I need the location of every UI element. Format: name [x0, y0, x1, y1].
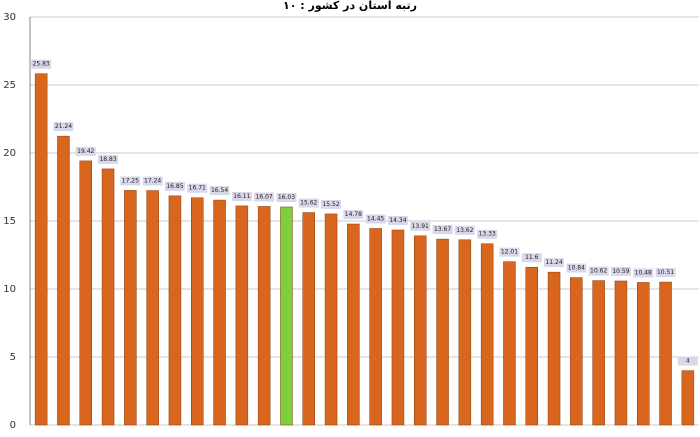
value-label: 21.24 — [55, 123, 72, 130]
value-label: 13.62 — [456, 227, 473, 234]
value-label-box — [31, 59, 52, 69]
value-label-box — [75, 146, 96, 156]
bar — [637, 282, 650, 426]
bar — [436, 238, 449, 426]
bar — [324, 213, 338, 426]
bar — [168, 195, 182, 426]
bar — [101, 168, 115, 426]
value-label: 14.45 — [367, 215, 384, 222]
value-label-box — [588, 266, 609, 276]
value-label-box — [209, 186, 230, 196]
value-label-box — [321, 199, 342, 209]
bar — [614, 280, 628, 426]
value-label-box — [276, 192, 297, 202]
value-label-box — [365, 214, 386, 224]
value-label-box — [231, 191, 252, 201]
bar — [124, 190, 137, 426]
value-label-box — [544, 258, 565, 268]
y-tick-label: 15 — [3, 216, 16, 227]
bar — [235, 205, 249, 426]
value-label-box — [477, 229, 498, 239]
bar — [391, 229, 405, 426]
value-label-box — [677, 356, 698, 366]
value-label: 10.59 — [612, 268, 629, 275]
value-label-box — [521, 253, 542, 263]
bar — [191, 197, 204, 426]
value-label: 13.67 — [434, 226, 451, 233]
value-label-box — [454, 225, 475, 235]
bar — [570, 277, 583, 426]
value-label: 13.33 — [479, 231, 496, 238]
value-label: 16.03 — [278, 194, 295, 201]
value-label: 13.91 — [412, 223, 429, 230]
bar — [369, 228, 382, 426]
value-label: 15.62 — [300, 200, 317, 207]
bar — [480, 243, 494, 426]
bar — [659, 281, 672, 426]
bar — [213, 199, 226, 426]
value-label-box — [655, 268, 676, 278]
value-label-box — [187, 183, 208, 193]
value-label-box — [410, 221, 431, 231]
value-label-box — [610, 266, 631, 276]
bar — [34, 73, 48, 426]
value-label: 17.25 — [122, 177, 139, 184]
bar — [592, 280, 605, 426]
value-label: 10.48 — [635, 269, 652, 276]
value-label-box — [499, 247, 520, 257]
value-label: 16.11 — [233, 193, 250, 200]
bar — [414, 235, 427, 426]
value-label-box — [164, 181, 185, 191]
value-label-box — [53, 122, 74, 132]
bar — [280, 206, 293, 426]
value-label: 12.01 — [501, 249, 518, 256]
value-label-box — [566, 263, 587, 273]
y-tick-label: 0 — [10, 420, 16, 431]
value-label: 11.6 — [525, 254, 539, 261]
value-label-box — [98, 154, 119, 164]
value-label: 15.52 — [322, 201, 339, 208]
y-tick-label: 10 — [3, 284, 16, 295]
bar — [257, 206, 271, 426]
value-label: 10.62 — [590, 268, 607, 275]
y-tick-label: 5 — [10, 352, 16, 363]
bar — [681, 370, 695, 426]
value-label: 14.78 — [345, 211, 362, 218]
value-label: 16.07 — [256, 193, 273, 200]
value-label: 11.24 — [545, 259, 562, 266]
y-tick-label: 30 — [3, 12, 16, 23]
value-label: 10.51 — [657, 269, 674, 276]
value-label: 16.85 — [166, 183, 183, 190]
bar — [525, 266, 538, 426]
value-label: 17.24 — [144, 178, 161, 185]
value-label: 16.71 — [189, 185, 206, 192]
value-label: 19.42 — [77, 148, 94, 155]
value-label-box — [387, 215, 408, 225]
bar — [302, 212, 315, 426]
bar — [547, 271, 561, 426]
value-label-box — [432, 225, 453, 235]
y-tick-label: 25 — [3, 80, 16, 91]
bar — [458, 239, 472, 426]
value-label: 16.54 — [211, 187, 228, 194]
value-label-box — [254, 192, 275, 202]
bar — [57, 135, 70, 426]
chart-title: رتبه استان در کشور : ۱۰ — [283, 0, 417, 12]
value-label: 10.84 — [568, 265, 585, 272]
value-label: 14.34 — [389, 217, 406, 224]
bar — [503, 261, 516, 426]
value-label-box — [142, 176, 163, 186]
value-label-box — [298, 198, 319, 208]
value-label-box — [343, 209, 364, 219]
bar — [146, 190, 159, 426]
value-label-box — [120, 176, 141, 186]
bar — [79, 160, 92, 426]
value-label: 4 — [686, 358, 690, 365]
value-label: 18.83 — [99, 156, 116, 163]
bar — [347, 223, 360, 426]
y-tick-label: 20 — [3, 148, 16, 159]
value-label: 25.83 — [33, 61, 50, 68]
value-label-box — [633, 268, 654, 278]
